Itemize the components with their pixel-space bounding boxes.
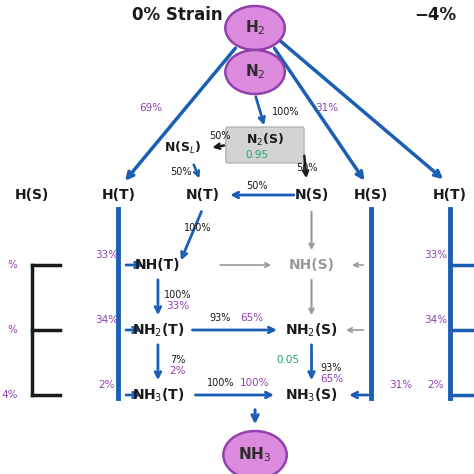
Text: 0% Strain: 0% Strain bbox=[132, 6, 223, 24]
Text: H(S): H(S) bbox=[15, 188, 49, 202]
Text: 34%: 34% bbox=[424, 315, 447, 325]
Text: 7%: 7% bbox=[170, 355, 185, 365]
Text: NH$_3$: NH$_3$ bbox=[238, 446, 272, 465]
Text: %: % bbox=[8, 260, 17, 270]
Text: 65%: 65% bbox=[240, 313, 264, 323]
Text: 100%: 100% bbox=[184, 223, 211, 233]
Text: H(T): H(T) bbox=[433, 188, 467, 202]
Text: −4%: −4% bbox=[414, 6, 456, 24]
FancyBboxPatch shape bbox=[226, 127, 304, 163]
Text: 4%: 4% bbox=[1, 390, 18, 400]
Text: 2%: 2% bbox=[98, 380, 115, 390]
Text: 0.95: 0.95 bbox=[246, 150, 269, 160]
Text: 31%: 31% bbox=[315, 103, 338, 113]
Text: 93%: 93% bbox=[320, 363, 342, 373]
Text: N(S): N(S) bbox=[294, 188, 328, 202]
Text: NH$_2$(S): NH$_2$(S) bbox=[285, 321, 338, 339]
Text: 50%: 50% bbox=[246, 181, 268, 191]
Text: H$_2$: H$_2$ bbox=[245, 18, 265, 37]
Text: N(T): N(T) bbox=[185, 188, 219, 202]
Text: 33%: 33% bbox=[95, 250, 118, 260]
Text: N$_2$: N$_2$ bbox=[245, 63, 265, 82]
Text: NH$_2$(T): NH$_2$(T) bbox=[132, 321, 184, 339]
Text: N$_2$(S): N$_2$(S) bbox=[246, 132, 284, 148]
Text: 50%: 50% bbox=[170, 167, 191, 177]
Text: 2%: 2% bbox=[427, 380, 444, 390]
Text: N(S$_L$): N(S$_L$) bbox=[164, 140, 201, 156]
Text: H(T): H(T) bbox=[101, 188, 135, 202]
Text: 100%: 100% bbox=[272, 107, 300, 117]
Ellipse shape bbox=[225, 50, 285, 94]
Text: 100%: 100% bbox=[164, 290, 191, 300]
Text: 0.05: 0.05 bbox=[276, 355, 299, 365]
Text: H(S): H(S) bbox=[354, 188, 388, 202]
Text: NH(T): NH(T) bbox=[135, 258, 181, 272]
Text: 50%: 50% bbox=[296, 163, 317, 173]
Text: NH(S): NH(S) bbox=[289, 258, 335, 272]
Text: 100%: 100% bbox=[207, 378, 234, 388]
Text: 93%: 93% bbox=[210, 313, 231, 323]
Text: 50%: 50% bbox=[210, 131, 231, 141]
Text: 65%: 65% bbox=[320, 374, 343, 384]
Text: %: % bbox=[8, 325, 17, 335]
Ellipse shape bbox=[223, 431, 287, 474]
Text: 33%: 33% bbox=[424, 250, 447, 260]
Text: 100%: 100% bbox=[240, 378, 270, 388]
Text: 2%: 2% bbox=[170, 366, 186, 376]
Text: NH$_3$(S): NH$_3$(S) bbox=[285, 386, 338, 404]
Text: 31%: 31% bbox=[389, 380, 412, 390]
Text: 33%: 33% bbox=[166, 301, 189, 311]
Text: 34%: 34% bbox=[95, 315, 118, 325]
Text: NH$_3$(T): NH$_3$(T) bbox=[132, 386, 184, 404]
Text: 69%: 69% bbox=[139, 103, 163, 113]
Ellipse shape bbox=[225, 6, 285, 50]
